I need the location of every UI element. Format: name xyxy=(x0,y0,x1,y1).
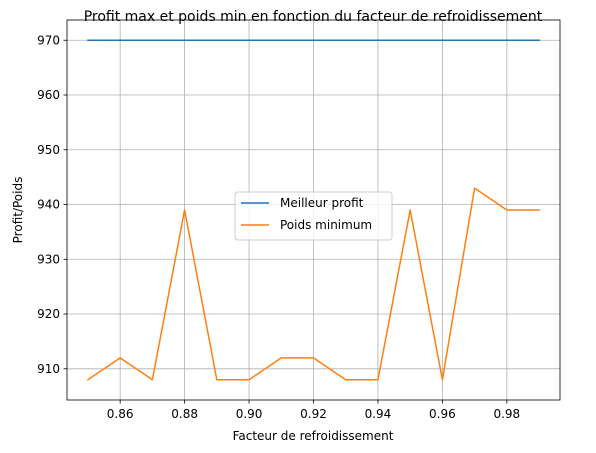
y-tick-label: 920 xyxy=(37,307,60,321)
legend-label-profit: Meilleur profit xyxy=(280,196,364,210)
x-tick-label: 0.94 xyxy=(365,407,392,421)
legend-label-weight: Poids minimum xyxy=(280,218,372,232)
x-tick-label: 0.86 xyxy=(107,407,134,421)
y-tick-label: 910 xyxy=(37,362,60,376)
x-tick-label: 0.90 xyxy=(236,407,263,421)
x-tick-label: 0.96 xyxy=(429,407,456,421)
x-tick-label: 0.92 xyxy=(300,407,327,421)
chart-title: Profit max et poids min en fonction du f… xyxy=(84,9,543,25)
y-tick-label: 940 xyxy=(37,198,60,212)
y-tick-label: 930 xyxy=(37,252,60,266)
x-axis-ticks: 0.86 0.88 0.90 0.92 0.94 0.96 0.98 xyxy=(107,400,520,421)
x-tick-label: 0.98 xyxy=(493,407,520,421)
legend-box xyxy=(234,191,393,241)
x-tick-label: 0.88 xyxy=(171,407,198,421)
y-axis-label: Profit/Poids xyxy=(11,177,25,244)
series-lines xyxy=(86,39,540,381)
y-tick-label: 950 xyxy=(37,143,60,157)
y-tick-label: 960 xyxy=(37,88,60,102)
y-axis-ticks: 910 920 930 940 950 960 970 xyxy=(37,33,67,376)
legend: Meilleur profit Poids minimum xyxy=(234,191,393,241)
y-tick-label: 970 xyxy=(37,33,60,47)
x-axis-label: Facteur de refroidissement xyxy=(233,429,394,443)
series-line-weight xyxy=(86,187,540,381)
